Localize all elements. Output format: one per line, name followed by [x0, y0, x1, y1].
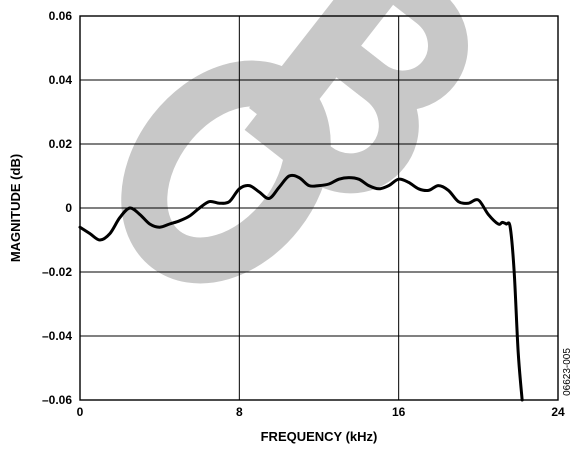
x-axis-title: FREQUENCY (kHz) [261, 429, 378, 444]
watermark-letters [121, 0, 468, 284]
y-tick-label: 0.04 [49, 73, 73, 87]
watermark-b-shape [244, 0, 468, 194]
y-tick-label: 0 [65, 201, 72, 215]
x-tick-label: 0 [77, 405, 84, 419]
x-axis-ticks: 0 8 16 24 [77, 405, 565, 419]
figure-id: 06623-005 [562, 348, 573, 396]
y-tick-label: –0.02 [42, 265, 72, 279]
magnitude-line [78, 173, 524, 402]
y-axis-ticks: 0.06 0.04 0.02 0 –0.02 –0.04 –0.06 [42, 9, 72, 407]
x-tick-label: 8 [236, 405, 243, 419]
y-tick-label: –0.04 [42, 329, 72, 343]
plot-frame [79, 15, 559, 401]
y-tick-label: –0.06 [42, 393, 72, 407]
magnitude-series [78, 173, 524, 402]
y-axis-title: MAGNITUDE (dB) [8, 154, 23, 262]
y-tick-label: 0.06 [49, 9, 73, 23]
x-tick-label: 24 [551, 405, 565, 419]
x-tick-label: 16 [392, 405, 406, 419]
obsolete-watermark [121, 0, 468, 284]
y-tick-label: 0.02 [49, 137, 73, 151]
